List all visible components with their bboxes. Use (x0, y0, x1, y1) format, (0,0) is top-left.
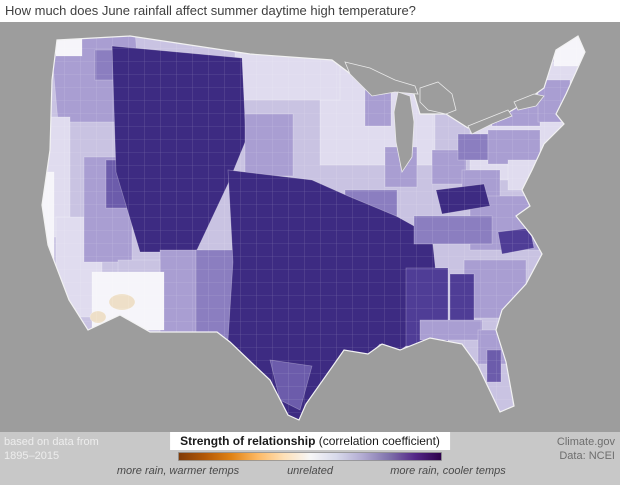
lake-superior (344, 61, 419, 97)
lake-ontario (513, 93, 545, 111)
great-lakes (344, 61, 545, 174)
us-climate-divisions-map (0, 22, 620, 432)
data-period-line2: 1895–2015 (4, 450, 60, 462)
lake-huron (419, 81, 457, 115)
page-title: How much does June rainfall affect summe… (0, 0, 620, 22)
legend-gradient-bar (178, 452, 442, 461)
data-period-line1: based on data from (4, 436, 99, 448)
legend-color-ramp (178, 452, 442, 461)
map-canvas (0, 22, 620, 432)
legend-label-unrelated: unrelated (287, 465, 333, 477)
legend-title-bold: Strength of relationship (180, 434, 316, 448)
data-period-note: based on data from 1895–2015 (4, 435, 99, 463)
data-source-ncei: Data: NCEI (559, 450, 615, 462)
lake-michigan (393, 91, 415, 174)
legend-title-rest: (correlation coefficient) (315, 434, 440, 448)
source-attribution: Climate.gov Data: NCEI (557, 435, 615, 463)
us-outline (41, 35, 586, 421)
legend-title: Strength of relationship (correlation co… (170, 432, 450, 450)
brand-climate-gov: Climate.gov (556, 436, 615, 448)
lake-erie (467, 109, 513, 135)
legend-label-warmer: more rain, warmer temps (116, 465, 240, 477)
footer-bar: based on data from 1895–2015 Climate.gov… (0, 432, 620, 485)
legend-label-cooler: more rain, cooler temps (390, 465, 506, 477)
